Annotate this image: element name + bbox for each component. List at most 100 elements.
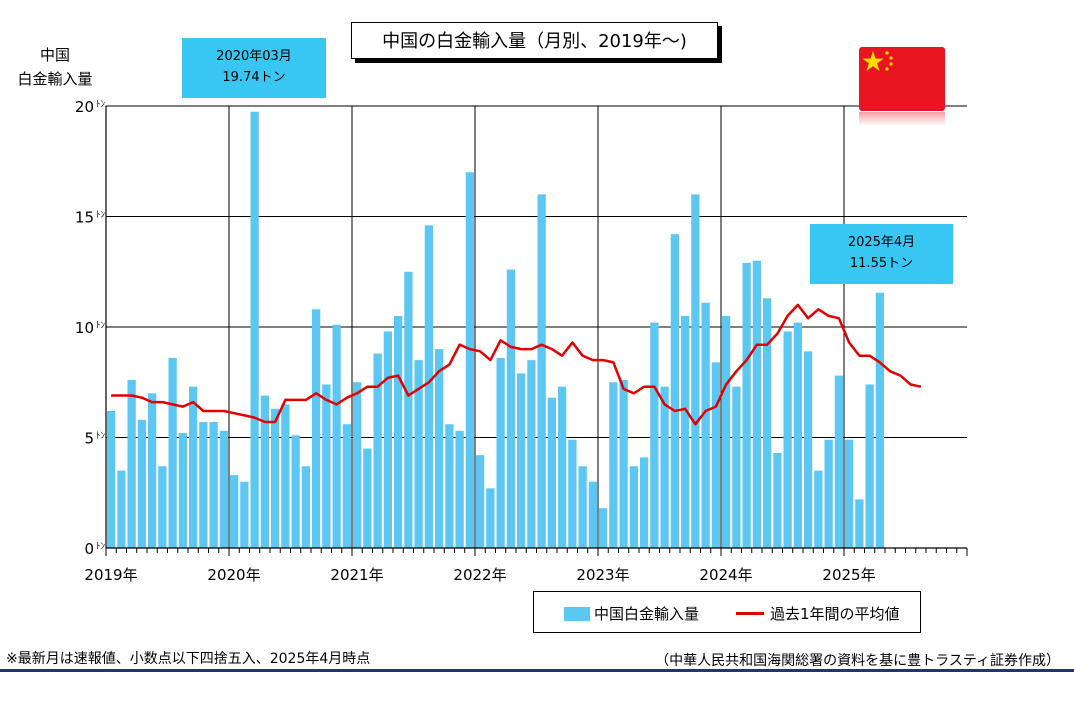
average-line	[111, 303, 922, 426]
bar	[342, 424, 351, 548]
bar	[127, 380, 136, 548]
footnote-source: （中華人民共和国海関総署の資料を基に豊トラスティ証券作成）	[655, 653, 1060, 669]
bar	[137, 419, 146, 548]
bar	[373, 353, 382, 548]
x-tick-label: 2023年	[576, 566, 629, 584]
bar	[424, 225, 433, 548]
bar	[312, 309, 321, 548]
bar	[763, 298, 772, 548]
bar	[240, 481, 249, 548]
callout-2020-03-value: 19.74トン	[222, 70, 286, 85]
callout-2025-04: 2025年4月 11.55トン	[810, 224, 953, 284]
y-tick-unit: ﾄﾝ	[96, 211, 106, 221]
bar	[517, 373, 526, 548]
bar	[875, 292, 884, 548]
bar	[271, 408, 280, 548]
bar	[722, 315, 731, 548]
y-axis-label-line1: 中国	[39, 46, 70, 64]
y-tick-label: 0	[84, 540, 94, 558]
bar	[158, 466, 167, 548]
bar	[773, 452, 782, 548]
bar	[219, 430, 228, 548]
callout-2020-03: 2020年03月 19.74トン	[182, 38, 326, 98]
bar	[414, 360, 423, 548]
bar	[209, 422, 218, 548]
bar	[742, 262, 751, 548]
bar	[578, 466, 587, 548]
bar	[168, 357, 177, 548]
bar	[230, 475, 239, 548]
bar	[506, 269, 515, 548]
bar	[568, 439, 577, 548]
china-flag-icon	[859, 47, 945, 111]
grid	[106, 105, 967, 548]
bar	[291, 435, 300, 548]
legend-line-label: 過去1年間の平均値	[770, 605, 900, 623]
legend-bar-swatch	[564, 606, 590, 621]
flag-reflection	[859, 112, 945, 126]
bar	[476, 455, 485, 548]
bar	[865, 384, 874, 548]
bar-series	[107, 111, 884, 549]
bar	[322, 384, 331, 548]
legend-item-imports: 中国白金輸入量	[564, 603, 699, 624]
y-tick-label: 10	[75, 319, 94, 337]
bar	[804, 351, 813, 548]
legend-bar-label: 中国白金輸入量	[594, 605, 700, 623]
bar	[199, 422, 208, 548]
callout-2025-04-date: 2025年4月	[847, 235, 916, 250]
x-tick-label: 2019年	[84, 566, 137, 584]
bar	[701, 302, 710, 548]
bar	[353, 382, 362, 548]
bar	[599, 508, 608, 548]
bar	[537, 194, 546, 548]
bar	[260, 395, 269, 548]
y-axis-label-line2: 白金輸入量	[17, 70, 93, 88]
bar	[660, 386, 669, 548]
callout-2020-03-date: 2020年03月	[216, 49, 292, 64]
bar	[281, 404, 290, 548]
bar	[527, 360, 536, 548]
bar	[394, 315, 403, 548]
bar	[670, 234, 679, 548]
x-tick-label: 2021年	[330, 566, 383, 584]
legend: 中国白金輸入量 過去1年間の平均値	[533, 591, 921, 633]
bar	[465, 172, 474, 549]
x-tick-label: 2022年	[453, 566, 506, 584]
bar	[363, 448, 372, 548]
bar	[435, 349, 444, 548]
bar	[117, 470, 126, 548]
legend-item-average: 過去1年間の平均値	[736, 603, 900, 624]
y-tick-unit: ﾄﾝ	[96, 321, 106, 331]
bar	[455, 430, 464, 548]
bar	[691, 194, 700, 548]
bar	[752, 260, 761, 548]
bar	[547, 397, 556, 548]
bar	[834, 375, 843, 548]
bar	[148, 393, 157, 548]
bar	[496, 357, 505, 548]
bar	[445, 424, 454, 548]
bar	[609, 382, 618, 548]
x-tick-label: 2025年	[822, 566, 875, 584]
bar	[814, 470, 823, 548]
bar	[681, 315, 690, 548]
bar	[332, 324, 341, 548]
bar	[629, 466, 638, 548]
bar	[558, 386, 567, 548]
bar	[732, 386, 741, 548]
y-axis-label: 中国 白金輸入量	[10, 43, 100, 91]
bar	[189, 386, 198, 548]
bar	[845, 439, 854, 548]
bar	[783, 331, 792, 548]
legend-line-swatch	[736, 612, 764, 615]
callout-2025-04-value: 11.55トン	[849, 256, 914, 271]
bar	[383, 331, 392, 548]
y-tick-unit: ﾄﾝ	[96, 432, 106, 442]
y-tick-label: 15	[75, 209, 94, 227]
bar	[650, 322, 659, 548]
x-tick-label: 2024年	[699, 566, 752, 584]
bar	[855, 499, 864, 548]
